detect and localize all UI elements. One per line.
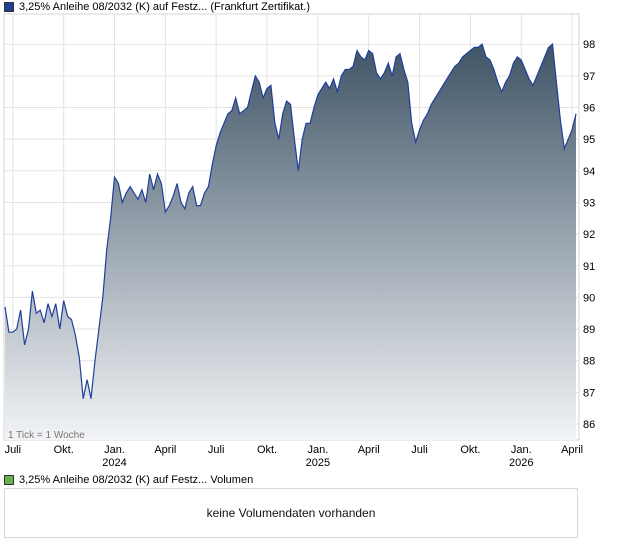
- price-line: [4, 43, 577, 399]
- y-tick-label: 97: [583, 71, 595, 83]
- y-tick-label: 90: [583, 292, 595, 304]
- tick-note: 1 Tick = 1 Woche: [8, 430, 85, 441]
- y-tick-label: 87: [583, 387, 595, 399]
- y-tick-label: 94: [583, 166, 595, 178]
- x-tick-label: Juli: [411, 444, 428, 456]
- volume-legend-label: 3,25% Anleihe 08/2032 (K) auf Festz... V…: [19, 474, 254, 486]
- volume-legend-swatch: [4, 475, 14, 485]
- price-area: [5, 44, 576, 440]
- x-tick-label: Juli: [5, 444, 22, 456]
- no-volume-message: keine Volumendaten vorhanden: [206, 506, 376, 520]
- price-legend-label: 3,25% Anleihe 08/2032 (K) auf Festz... (…: [19, 1, 311, 13]
- x-tick-label: April: [358, 444, 380, 456]
- x-tick-label: April: [561, 444, 583, 456]
- price-legend-swatch: [4, 2, 14, 12]
- x-tick-year-label: 2025: [306, 457, 330, 469]
- x-tick-label: Okt.: [460, 444, 480, 456]
- y-tick-label: 96: [583, 103, 595, 115]
- y-tick-label: 92: [583, 229, 595, 241]
- y-tick-label: 88: [583, 356, 595, 368]
- x-tick-year-label: 2026: [509, 457, 533, 469]
- y-tick-label: 86: [583, 419, 595, 431]
- x-tick-label: Jan.: [511, 444, 532, 456]
- x-tick-label: Jan.: [104, 444, 125, 456]
- y-axis: 86 87 88 89 90 91 92 93 94 95 96 97 98: [583, 39, 595, 431]
- x-tick-label: Jan.: [307, 444, 328, 456]
- volume-panel: keine Volumendaten vorhanden: [4, 488, 578, 538]
- x-tick-label: April: [154, 444, 176, 456]
- x-tick-year-label: 2024: [102, 457, 126, 469]
- x-tick-label: Okt.: [257, 444, 277, 456]
- y-tick-label: 98: [583, 39, 595, 51]
- y-tick-label: 93: [583, 197, 595, 209]
- y-tick-label: 91: [583, 261, 595, 273]
- price-legend: 3,25% Anleihe 08/2032 (K) auf Festz... (…: [4, 0, 310, 14]
- x-tick-label: Juli: [208, 444, 225, 456]
- x-tick-label: Okt.: [54, 444, 74, 456]
- y-tick-label: 95: [583, 134, 595, 146]
- volume-legend: 3,25% Anleihe 08/2032 (K) auf Festz... V…: [4, 473, 253, 487]
- y-tick-label: 89: [583, 324, 595, 336]
